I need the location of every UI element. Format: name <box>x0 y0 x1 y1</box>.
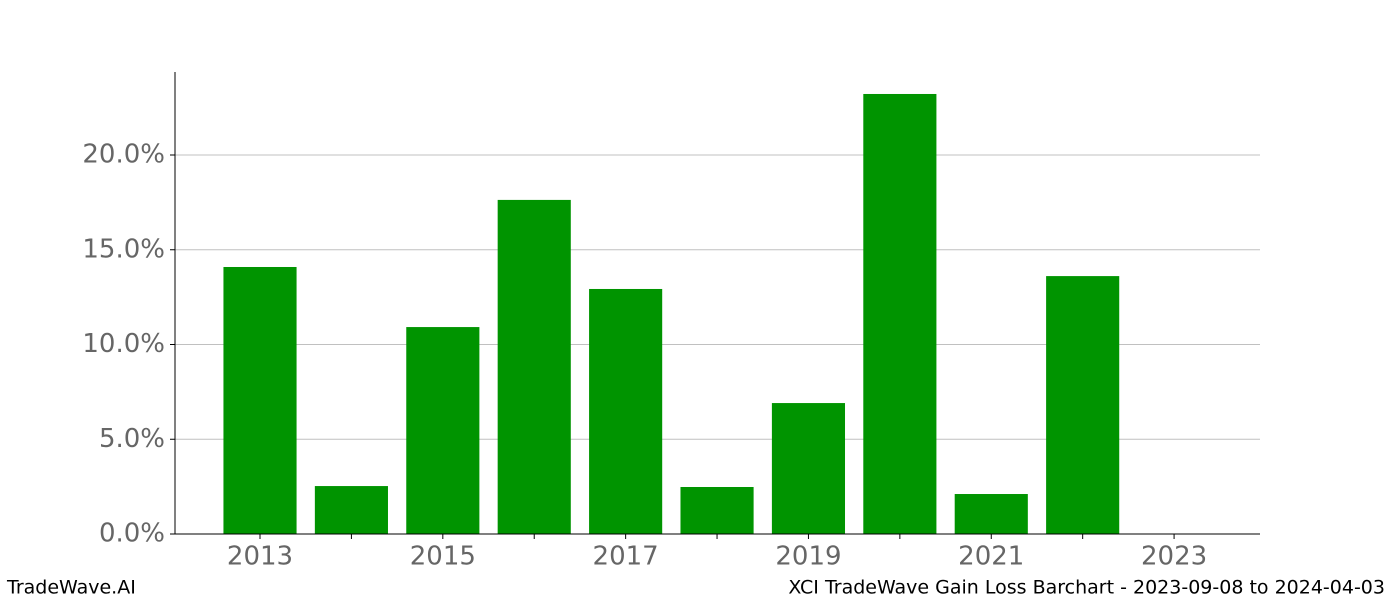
y-tick-label: 10.0% <box>82 329 165 359</box>
bar <box>771 403 846 534</box>
footer-left: TradeWave.AI <box>6 577 136 599</box>
bar <box>406 327 480 534</box>
bar <box>680 487 754 534</box>
bar <box>223 266 297 534</box>
bar <box>1046 276 1120 534</box>
x-tick-label: 2019 <box>775 542 841 572</box>
y-tick-label: 20.0% <box>82 140 165 170</box>
y-tick-label: 0.0% <box>99 519 165 549</box>
x-tick-label: 2015 <box>410 542 476 572</box>
bar <box>497 199 571 534</box>
y-tick-label: 5.0% <box>99 424 165 454</box>
bar <box>954 494 1028 534</box>
y-tick-label: 15.0% <box>82 234 165 264</box>
x-tick-label: 2023 <box>1141 542 1207 572</box>
footer-right: XCI TradeWave Gain Loss Barchart - 2023-… <box>788 577 1385 599</box>
x-tick-label: 2017 <box>593 542 659 572</box>
x-tick-label: 2013 <box>227 542 293 572</box>
x-tick-label: 2021 <box>958 542 1024 572</box>
bar <box>863 93 937 535</box>
bar <box>314 486 388 534</box>
bar <box>589 288 663 534</box>
